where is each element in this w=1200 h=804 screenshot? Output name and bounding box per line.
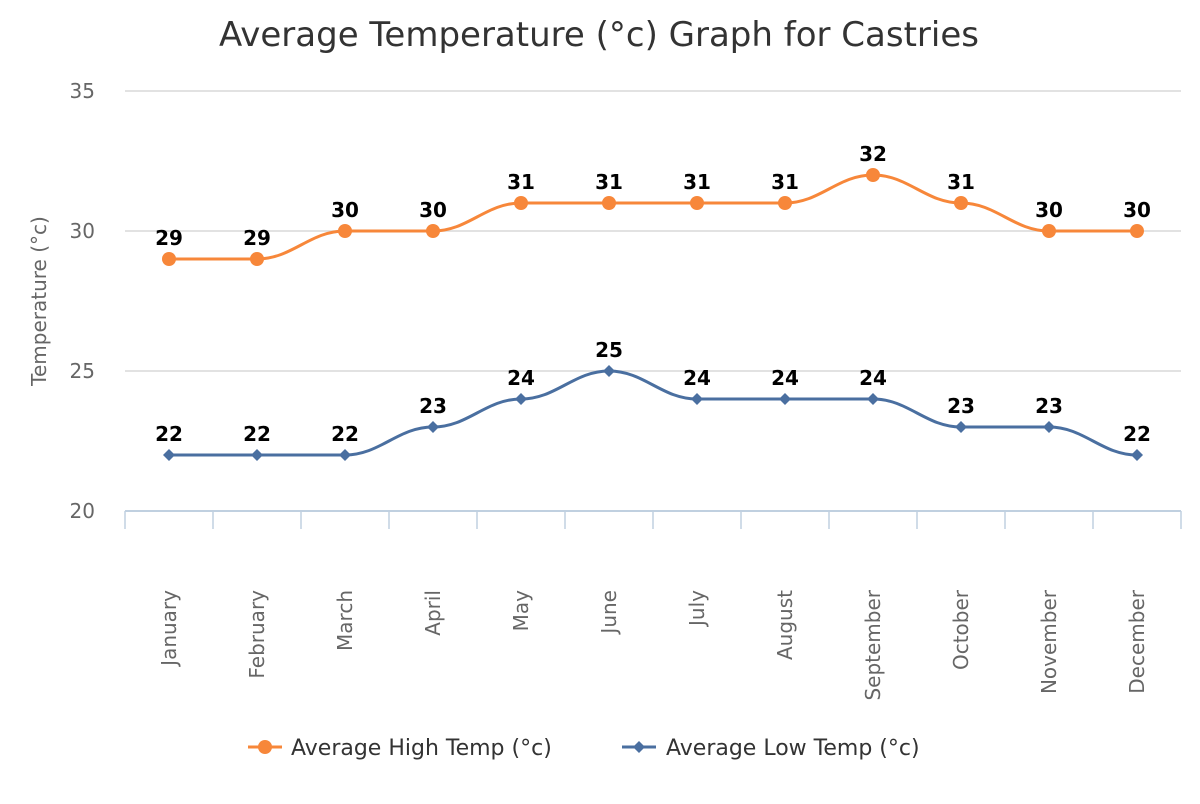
data-point[interactable]: [514, 196, 528, 210]
legend-marker: [258, 740, 272, 754]
data-label: 30: [1035, 198, 1063, 222]
data-point[interactable]: [1131, 449, 1143, 461]
data-label: 23: [419, 394, 447, 418]
data-label: 32: [859, 142, 887, 166]
data-label: 31: [947, 170, 975, 194]
data-label: 22: [1123, 422, 1151, 446]
legend: Average High Temp (°c) Average Low Temp (…: [248, 736, 920, 761]
x-tick-label: March: [333, 590, 357, 651]
data-point[interactable]: [955, 421, 967, 433]
data-point[interactable]: [1130, 224, 1144, 238]
data-label: 31: [683, 170, 711, 194]
data-point[interactable]: [427, 421, 439, 433]
data-point[interactable]: [1043, 421, 1055, 433]
x-tick-label: April: [421, 590, 445, 636]
data-label: 24: [683, 366, 711, 390]
data-point[interactable]: [779, 393, 791, 405]
data-label: 30: [419, 198, 447, 222]
data-point[interactable]: [339, 449, 351, 461]
data-label: 31: [771, 170, 799, 194]
data-label: 31: [595, 170, 623, 194]
series-line: [167, 173, 1139, 261]
x-tick-label: May: [509, 590, 533, 632]
y-tick-label: 30: [70, 219, 95, 243]
data-point[interactable]: [867, 393, 879, 405]
data-point[interactable]: [690, 196, 704, 210]
series-group: [162, 168, 1144, 461]
y-tick-label: 20: [70, 499, 95, 523]
y-tick-label: 35: [70, 79, 95, 103]
data-label: 31: [507, 170, 535, 194]
x-axis: [124, 510, 1182, 529]
chart-title: Average Temperature (°c) Graph for Castr…: [219, 15, 979, 55]
data-point[interactable]: [954, 196, 968, 210]
data-point[interactable]: [250, 252, 264, 266]
legend-item[interactable]: Average High Temp (°c): [248, 736, 552, 761]
data-point[interactable]: [163, 449, 175, 461]
data-point[interactable]: [251, 449, 263, 461]
data-label: 24: [771, 366, 799, 390]
legend-item[interactable]: Average Low Temp (°c): [622, 736, 920, 761]
data-label: 30: [331, 198, 359, 222]
x-tick-label: September: [861, 589, 885, 700]
data-label: 25: [595, 338, 623, 362]
data-label: 29: [155, 226, 183, 250]
x-tick-label: June: [597, 590, 621, 636]
data-point[interactable]: [1042, 224, 1056, 238]
legend-label: Average Low Temp (°c): [666, 736, 920, 761]
y-axis: 20 25 30 35: [70, 79, 95, 523]
data-point[interactable]: [691, 393, 703, 405]
data-labels: 29 29 30 30 31 31 31 31 32 31 30 30 22 22 22 23 24 25 24 24…: [155, 142, 1151, 446]
gridlines: [125, 90, 1181, 372]
data-label: 22: [243, 422, 271, 446]
data-point[interactable]: [778, 196, 792, 210]
data-point[interactable]: [515, 393, 527, 405]
legend-marker: [633, 741, 645, 753]
data-label: 22: [331, 422, 359, 446]
x-tick-label: February: [245, 590, 269, 679]
x-axis-labels: January February March April May June July Augu…: [157, 589, 1149, 700]
series-line: [167, 369, 1139, 457]
x-tick-label: August: [773, 590, 797, 660]
data-label: 30: [1123, 198, 1151, 222]
data-label: 24: [859, 366, 887, 390]
data-point[interactable]: [162, 252, 176, 266]
y-tick-label: 25: [70, 359, 95, 383]
data-label: 23: [947, 394, 975, 418]
data-point[interactable]: [866, 168, 880, 182]
legend-label: Average High Temp (°c): [291, 736, 552, 761]
data-point[interactable]: [603, 365, 615, 377]
x-tick-label: January: [157, 590, 181, 668]
x-tick-label: October: [949, 589, 973, 670]
x-tick-label: July: [685, 590, 709, 628]
x-tick-label: December: [1125, 589, 1149, 693]
data-point[interactable]: [602, 196, 616, 210]
data-label: 29: [243, 226, 271, 250]
data-label: 22: [155, 422, 183, 446]
data-label: 24: [507, 366, 535, 390]
x-tick-label: November: [1037, 589, 1061, 694]
y-axis-title: Temperature (°c): [27, 216, 51, 387]
data-point[interactable]: [426, 224, 440, 238]
data-point[interactable]: [338, 224, 352, 238]
data-label: 23: [1035, 394, 1063, 418]
